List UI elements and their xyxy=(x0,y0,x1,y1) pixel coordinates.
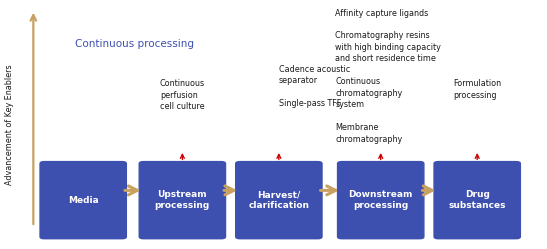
FancyBboxPatch shape xyxy=(236,162,322,239)
Text: Affinity capture ligands

Chromatography resins
with high binding capacity
and s: Affinity capture ligands Chromatography … xyxy=(335,9,441,143)
FancyBboxPatch shape xyxy=(337,162,424,239)
Text: Advancement of Key Enablers: Advancement of Key Enablers xyxy=(5,64,14,185)
Text: Formulation
processing: Formulation processing xyxy=(453,79,501,100)
Text: Drug
substances: Drug substances xyxy=(449,190,506,210)
Text: Upstream
processing: Upstream processing xyxy=(155,190,210,210)
Text: Cadence acoustic
separator

Single-pass TFF: Cadence acoustic separator Single-pass T… xyxy=(279,65,350,108)
Text: Continuous processing: Continuous processing xyxy=(75,39,194,49)
Text: Harvest/
clarification: Harvest/ clarification xyxy=(248,190,310,210)
Text: Media: Media xyxy=(68,196,98,205)
FancyBboxPatch shape xyxy=(139,162,225,239)
Text: Continuous
perfusion
cell culture: Continuous perfusion cell culture xyxy=(160,79,205,111)
FancyBboxPatch shape xyxy=(434,162,520,239)
FancyBboxPatch shape xyxy=(40,162,126,239)
Text: Downstream
processing: Downstream processing xyxy=(348,190,413,210)
